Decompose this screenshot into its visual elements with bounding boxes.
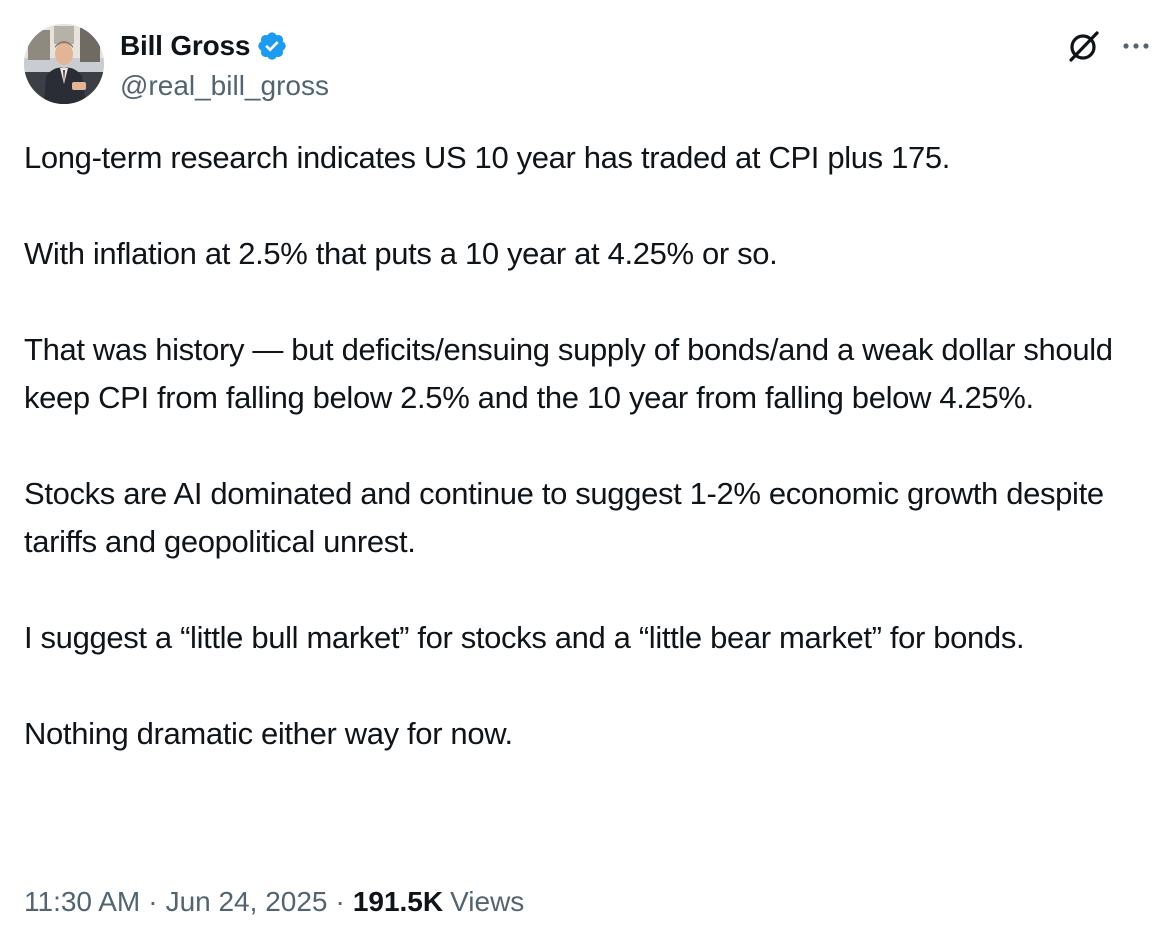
tweet-paragraph: Stocks are AI dominated and continue to … (24, 476, 1104, 559)
avatar[interactable] (24, 24, 104, 104)
author-info: Bill Gross @real_bill_gross (120, 28, 329, 102)
tweet-text: Long-term research indicates US 10 year … (24, 134, 1159, 758)
avatar-photo (24, 24, 104, 104)
views-label[interactable]: Views (450, 886, 525, 917)
views-count[interactable]: 191.5K (352, 886, 444, 917)
meta-separator: · (148, 886, 158, 917)
name-row: Bill Gross (120, 28, 329, 64)
tweet-meta: 11:30 AM · Jun 24, 2025 · 191.5K Views (24, 886, 524, 918)
display-name[interactable]: Bill Gross (120, 30, 251, 61)
more-options-icon[interactable] (1118, 28, 1154, 64)
grok-icon[interactable] (1064, 26, 1104, 66)
top-actions (1064, 26, 1154, 66)
tweet-header: Bill Gross @real_bill_gross (24, 24, 1154, 106)
tweet-paragraph: That was history — but deficits/ensuing … (24, 332, 1113, 415)
meta-separator: · (335, 886, 345, 917)
verified-badge-icon[interactable] (256, 30, 288, 62)
tweet-time[interactable]: 11:30 AM (24, 886, 141, 917)
tweet-paragraph: I suggest a “little bull market” for sto… (24, 620, 1025, 655)
tweet-paragraph: Long-term research indicates US 10 year … (24, 140, 951, 175)
handle[interactable]: @real_bill_gross (120, 70, 329, 101)
tweet-date[interactable]: Jun 24, 2025 (165, 886, 328, 917)
tweet-paragraph: With inflation at 2.5% that puts a 10 ye… (24, 236, 778, 271)
tweet-paragraph: Nothing dramatic either way for now. (24, 716, 513, 751)
